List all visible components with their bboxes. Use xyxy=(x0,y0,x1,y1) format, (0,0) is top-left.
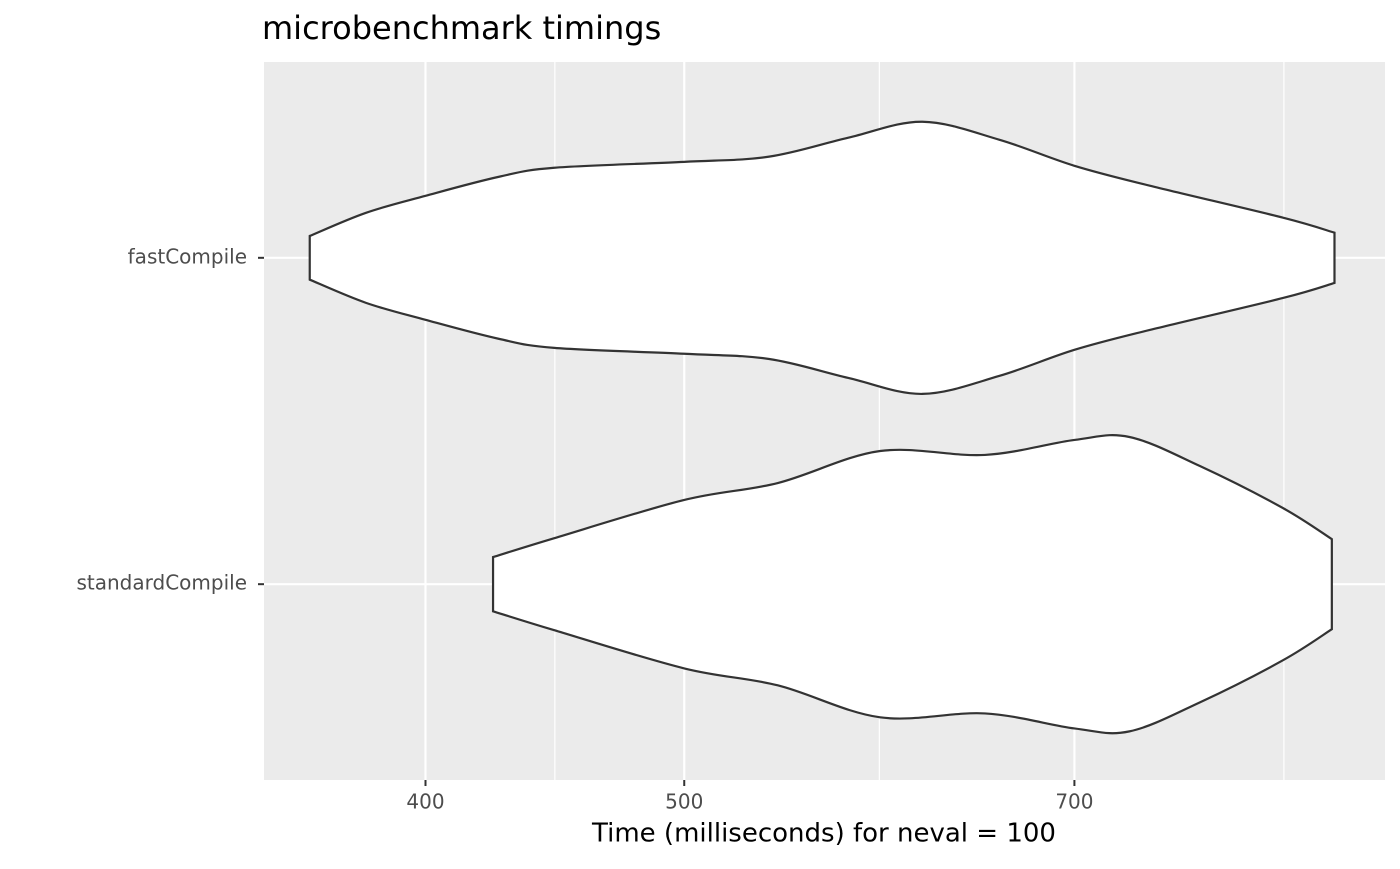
x-tick-label: 700 xyxy=(1055,790,1093,814)
x-tick-label: 400 xyxy=(406,790,444,814)
x-tick-label: 500 xyxy=(665,790,703,814)
y-tick-label: standardCompile xyxy=(76,571,247,595)
violin xyxy=(308,120,1336,396)
y-tick-label: fastCompile xyxy=(128,244,247,268)
violin xyxy=(491,434,1333,735)
chart-title: microbenchmark timings xyxy=(262,9,661,47)
x-axis-label: Time (milliseconds) for neval = 100 xyxy=(591,819,1056,849)
